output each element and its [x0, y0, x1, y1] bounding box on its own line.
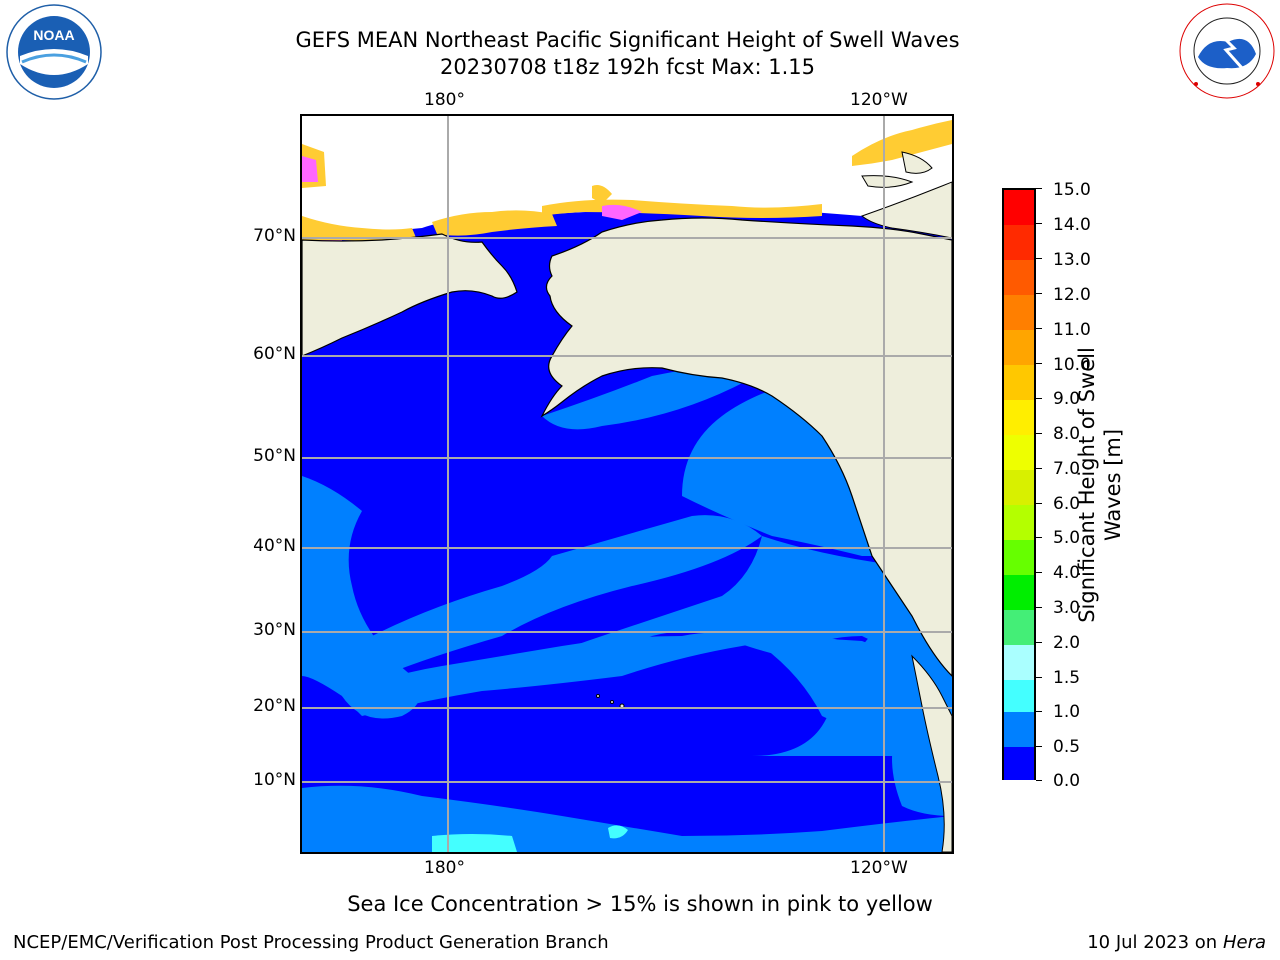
map-subtitle: 20230708 t18z 192h fcst Max: 1.15: [440, 55, 815, 79]
colorbar-segment: [1004, 400, 1034, 435]
lat-label-70n: 70°N: [253, 226, 296, 246]
colorbar-segment: [1004, 610, 1034, 645]
map-gridlines: [302, 116, 952, 852]
footer-left: NCEP/EMC/Verification Post Processing Pr…: [13, 932, 609, 953]
colorbar-tick-label: 2.0: [1053, 633, 1081, 653]
colorbar-tick-label: 1.5: [1053, 668, 1081, 688]
colorbar-tick-label: 14.0: [1053, 215, 1091, 235]
colorbar-segment: [1004, 680, 1034, 715]
land-alaska-canada: [540, 217, 952, 677]
footer-right: 10 Jul 2023 on Hera: [1087, 932, 1266, 954]
colorbar-tick-label: 5.0: [1053, 528, 1081, 548]
map-title: GEFS MEAN Northeast Pacific Significant …: [295, 28, 960, 52]
top-lon-label-120w: 120°W: [850, 90, 908, 110]
noaa-logo: NOAA: [6, 4, 102, 100]
colorbar-tick-label: 4.0: [1053, 563, 1081, 583]
colorbar-tick-label: 6.0: [1053, 494, 1081, 514]
noaa-logo-text: NOAA: [33, 27, 74, 43]
colorbar-segment: [1004, 225, 1034, 260]
colorbar-tick-label: 0.5: [1053, 737, 1081, 757]
sea-ice-edge-central: [542, 199, 822, 218]
colorbar-tick-label: 10.0: [1053, 355, 1091, 375]
nws-logo: [1178, 2, 1276, 100]
map-panel: [300, 114, 954, 854]
colorbar-segment: [1004, 260, 1034, 295]
colorbar-segment: [1004, 747, 1034, 780]
arctic-open-area: [302, 116, 952, 236]
colorbar: [1002, 188, 1036, 780]
swell-band-central: [364, 515, 762, 676]
colorbar-tick-label: 8.0: [1053, 424, 1081, 444]
bottom-lon-label-180: 180°: [424, 858, 465, 878]
colorbar-tick-label: 15.0: [1053, 180, 1091, 200]
colorbar-label-line2: Waves [m]: [1101, 428, 1125, 542]
colorbar-segment: [1004, 645, 1034, 680]
map-canvas: [302, 116, 952, 852]
colorbar-segment: [1004, 435, 1034, 470]
ice-caption: Sea Ice Concentration > 15% is shown in …: [347, 892, 933, 916]
colorbar-segment: [1004, 365, 1034, 400]
footer-date: 10 Jul 2023 on: [1087, 932, 1223, 953]
colorbar-segment: [1004, 575, 1034, 610]
top-lon-label-180: 180°: [424, 90, 465, 110]
colorbar-segment: [1004, 470, 1034, 505]
colorbar-label-line1: Significant Height of Swell: [1075, 347, 1099, 623]
sea-ice-edge-west: [302, 216, 417, 241]
lat-label-20n: 20°N: [253, 696, 296, 716]
colorbar-tick-label: 13.0: [1053, 250, 1091, 270]
colorbar-tick-label: 9.0: [1053, 389, 1081, 409]
colorbar-tick-label: 3.0: [1053, 598, 1081, 618]
colorbar-tick-label: 7.0: [1053, 459, 1081, 479]
lat-label-50n: 50°N: [253, 446, 296, 466]
lat-label-30n: 30°N: [253, 620, 296, 640]
colorbar-segment: [1004, 330, 1034, 365]
colorbar-tick-label: 0.0: [1053, 771, 1081, 791]
colorbar-segment: [1004, 295, 1034, 330]
colorbar-segment: [1004, 505, 1034, 540]
land-siberia: [302, 233, 518, 357]
swell-cyan-patch: [432, 834, 517, 852]
bottom-lon-label-120w: 120°W: [850, 858, 908, 878]
colorbar-segment: [1004, 190, 1034, 225]
lat-label-40n: 40°N: [253, 536, 296, 556]
lat-label-60n: 60°N: [253, 344, 296, 364]
colorbar-segment: [1004, 712, 1034, 747]
colorbar-segment: [1004, 540, 1034, 575]
colorbar-tick-label: 11.0: [1053, 320, 1091, 340]
lat-label-10n: 10°N: [253, 770, 296, 790]
colorbar-tick-label: 12.0: [1053, 285, 1091, 305]
footer-machine: Hera: [1222, 932, 1266, 953]
colorbar-tick-label: 1.0: [1053, 702, 1081, 722]
colorbar-ticks: [1036, 188, 1044, 782]
